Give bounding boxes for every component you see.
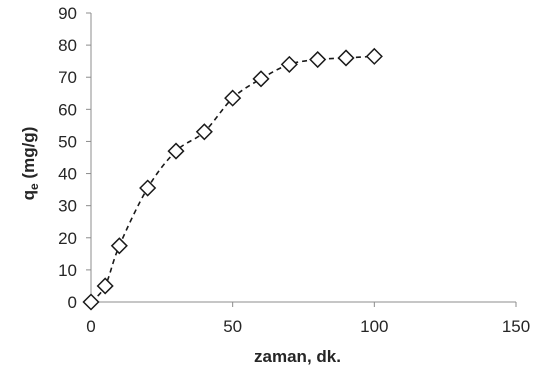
y-tick-label: 70 [58, 68, 77, 87]
x-tick-label: 100 [360, 317, 388, 336]
x-tick-label: 50 [223, 317, 242, 336]
data-point [82, 293, 100, 311]
y-axis-title: qe (mg/g) [19, 127, 41, 201]
data-markers [82, 47, 383, 311]
y-tick-label: 0 [68, 293, 77, 312]
data-point [252, 70, 270, 88]
data-point [224, 89, 242, 107]
y-tick-label: 10 [58, 261, 77, 280]
y-axis-title-unit: (mg/g) [19, 127, 38, 184]
series-line [90, 55, 375, 303]
data-point [96, 277, 114, 295]
y-tick-label: 80 [58, 36, 77, 55]
y-tick-label: 50 [58, 132, 77, 151]
data-point [110, 237, 128, 255]
y-tick-label: 40 [58, 165, 77, 184]
data-point [139, 179, 157, 197]
y-axis-title-main: q [19, 190, 38, 200]
x-axis-title: zaman, dk. [254, 347, 341, 366]
data-point [337, 49, 355, 67]
data-point [309, 51, 327, 69]
y-ticks: 0 10 20 30 40 50 60 70 80 90 [58, 4, 91, 312]
axes [90, 13, 516, 303]
x-ticks: 0 50 100 150 [86, 302, 530, 336]
data-point [280, 55, 298, 73]
x-tick-label: 0 [86, 317, 95, 336]
y-axis-title-subscript: e [27, 183, 41, 190]
y-tick-label: 30 [58, 197, 77, 216]
data-point [167, 142, 185, 160]
data-point [365, 47, 383, 65]
y-tick-label: 90 [58, 4, 77, 23]
x-tick-label: 150 [502, 317, 530, 336]
y-tick-label: 60 [58, 100, 77, 119]
data-point [195, 123, 213, 141]
y-tick-label: 20 [58, 229, 77, 248]
